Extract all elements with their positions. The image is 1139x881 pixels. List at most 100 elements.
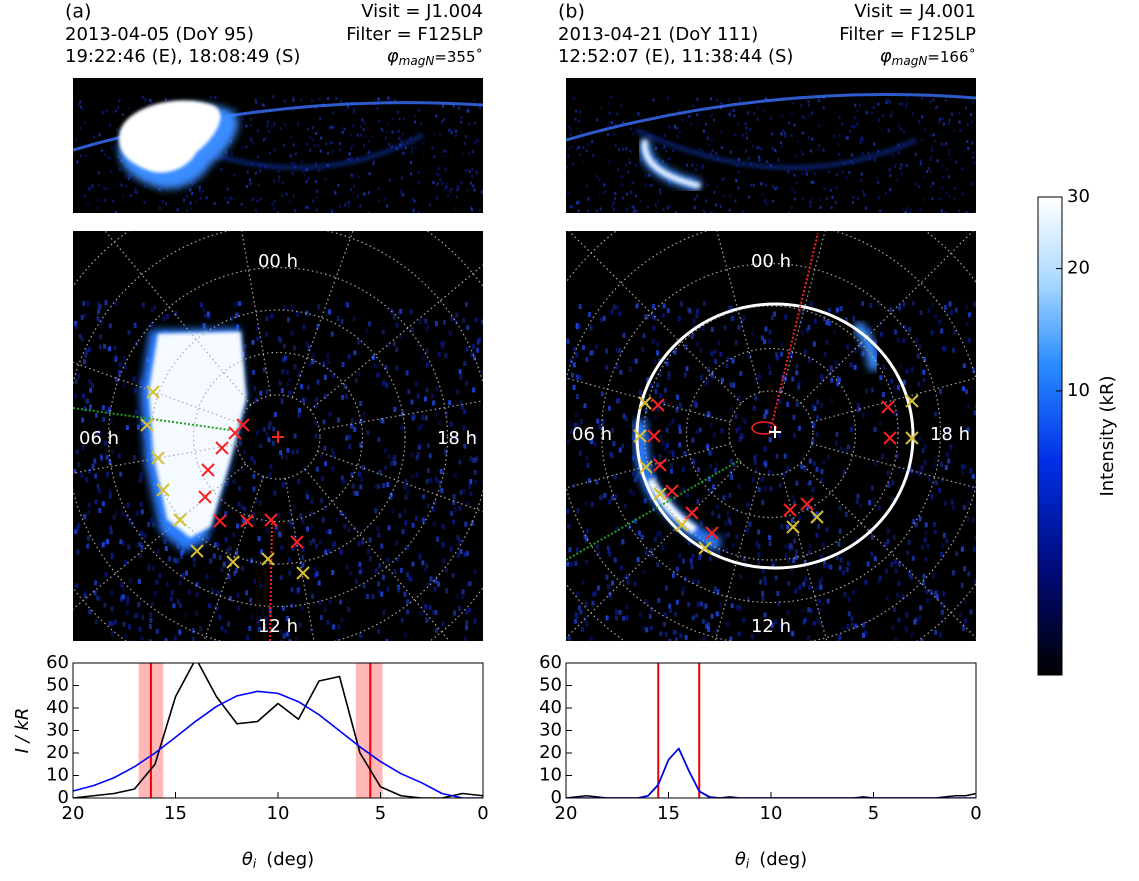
noise (416, 451, 420, 457)
noise (625, 147, 628, 151)
noise (459, 548, 463, 554)
noise (882, 364, 886, 370)
noise (257, 626, 261, 632)
noise (214, 640, 218, 641)
noise (589, 325, 593, 331)
noise (807, 100, 810, 104)
noise (476, 139, 479, 143)
noise (816, 585, 820, 591)
noise (941, 543, 945, 549)
noise (251, 339, 255, 345)
noise (613, 207, 616, 211)
noise (332, 624, 336, 630)
noise (942, 532, 946, 538)
noise (254, 397, 258, 403)
noise (707, 626, 711, 632)
noise (259, 549, 263, 555)
noise (222, 561, 226, 567)
noise (320, 136, 323, 140)
noise (393, 406, 397, 412)
noise (452, 493, 456, 499)
noise (184, 570, 188, 576)
noise (404, 494, 408, 500)
noise (273, 490, 277, 496)
noise (770, 116, 773, 120)
noise (662, 207, 665, 211)
noise (895, 179, 898, 183)
noise (688, 308, 692, 314)
noise (847, 596, 851, 602)
noise (654, 415, 658, 421)
noise (958, 111, 961, 115)
noise (344, 203, 347, 207)
phi-symbol: φ (387, 46, 399, 67)
noise (666, 442, 670, 448)
noise (909, 211, 912, 213)
noise (709, 211, 712, 213)
noise (940, 142, 943, 146)
noise (268, 420, 272, 426)
noise (359, 204, 362, 208)
noise (780, 144, 783, 148)
noise (882, 392, 886, 398)
noise (362, 465, 366, 471)
noise (721, 177, 724, 181)
noise (311, 353, 315, 359)
noise (734, 340, 738, 346)
noise (410, 399, 414, 405)
noise (331, 209, 334, 213)
noise (927, 308, 931, 314)
noise (309, 148, 312, 152)
noise (693, 400, 697, 406)
noise (180, 550, 184, 556)
noise (825, 339, 829, 345)
noise (465, 346, 469, 352)
noise (790, 568, 794, 574)
noise (316, 379, 320, 385)
noise (119, 539, 123, 545)
cross-marker (685, 506, 699, 520)
noise (395, 365, 399, 371)
noise (856, 493, 860, 499)
noise (752, 405, 756, 411)
noise (90, 188, 93, 192)
noise (694, 168, 697, 172)
noise (358, 561, 362, 567)
noise (392, 458, 396, 464)
noise (592, 154, 595, 158)
noise (821, 542, 825, 548)
noise (897, 617, 901, 623)
noise (829, 188, 832, 192)
noise (450, 316, 454, 322)
noise (179, 603, 183, 609)
noise (582, 146, 585, 150)
noise (953, 329, 957, 335)
noise (254, 98, 257, 102)
noise (381, 574, 385, 580)
top-image (566, 78, 976, 213)
noise (971, 141, 974, 145)
noise (98, 429, 102, 435)
noise (398, 310, 402, 316)
noise (780, 96, 783, 100)
noise (737, 396, 741, 402)
noise (255, 171, 258, 175)
noise (109, 525, 113, 531)
noise (757, 551, 761, 557)
noise (87, 535, 91, 541)
noise (153, 591, 157, 597)
noise (135, 542, 139, 548)
noise (388, 178, 391, 182)
noise (902, 379, 906, 385)
noise (940, 609, 944, 615)
noise (795, 363, 799, 369)
noise (647, 435, 651, 441)
noise (465, 550, 469, 556)
noise (137, 578, 141, 584)
noise (437, 173, 440, 177)
noise (891, 624, 895, 630)
noise (367, 211, 370, 213)
noise (711, 484, 715, 490)
noise (844, 447, 848, 453)
